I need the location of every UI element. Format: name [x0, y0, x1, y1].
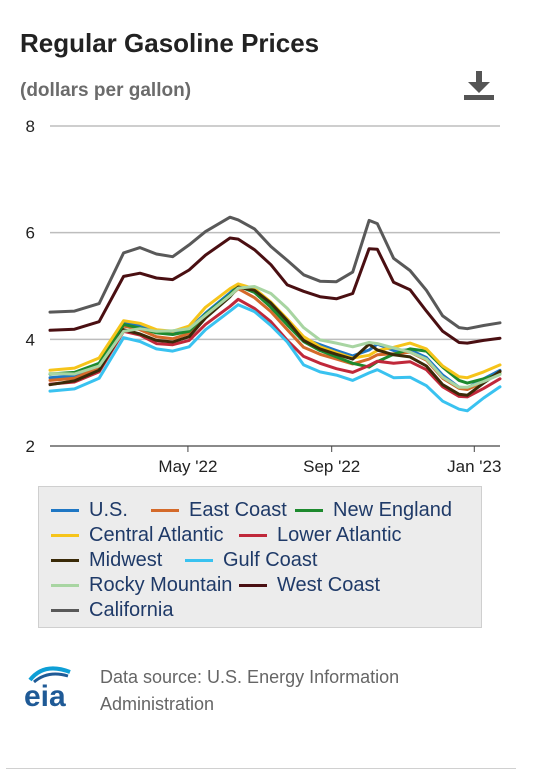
x-tick-label: Jan '23 — [447, 457, 501, 476]
legend-label: New England — [333, 498, 452, 521]
legend-label: Central Atlantic — [89, 523, 224, 546]
legend-label: U.S. — [89, 498, 128, 521]
chart-legend: U.S. East Coast New England Central Atlanti… — [38, 486, 482, 628]
legend-swatch — [51, 508, 79, 512]
legend-item-u-s[interactable]: U.S. — [51, 498, 128, 522]
series-line-central-atlantic — [48, 282, 502, 380]
legend-swatch — [239, 583, 267, 587]
legend-label: California — [89, 598, 174, 621]
legend-item-central-atlantic[interactable]: Central Atlantic — [51, 523, 224, 547]
legend-item-new-england[interactable]: New England — [295, 498, 452, 522]
series-line-rocky-mountain — [48, 285, 502, 389]
legend-swatch — [51, 608, 79, 612]
legend-item-gulf-coast[interactable]: Gulf Coast — [185, 548, 317, 572]
legend-swatch — [185, 558, 213, 562]
series-line-california — [48, 215, 502, 331]
legend-item-east-coast[interactable]: East Coast — [151, 498, 287, 522]
footer-divider — [6, 768, 516, 769]
line-chart: 8 6 4 2 May '22 Sep '22 Jan '23 — [26, 117, 502, 476]
legend-swatch — [239, 533, 267, 537]
legend-swatch — [51, 558, 79, 562]
legend-item-lower-atlantic[interactable]: Lower Atlantic — [239, 523, 402, 547]
legend-label: Lower Atlantic — [277, 523, 402, 546]
legend-label: Gulf Coast — [223, 548, 318, 571]
y-tick-label: 4 — [26, 330, 35, 349]
series-line-west-coast — [48, 236, 502, 345]
legend-swatch — [151, 508, 179, 512]
legend-label: Midwest — [89, 548, 163, 571]
download-icon[interactable] — [462, 70, 496, 102]
x-tick-label: Sep '22 — [303, 457, 360, 476]
legend-label: Rocky Mountain — [89, 573, 233, 596]
y-tick-label: 8 — [26, 117, 35, 136]
eia-logo: eia — [22, 660, 78, 713]
chart-subtitle: (dollars per gallon) — [20, 80, 192, 101]
y-tick-label: 2 — [26, 437, 35, 456]
legend-item-rocky-mountain[interactable]: Rocky Mountain — [51, 573, 232, 597]
series-line-gulf-coast — [48, 303, 502, 413]
x-tick-label: May '22 — [158, 457, 217, 476]
legend-item-midwest[interactable]: Midwest — [51, 548, 162, 572]
chart-title: Regular Gasoline Prices — [20, 28, 320, 58]
eia-logo-text: eia — [24, 680, 66, 710]
legend-label: West Coast — [277, 573, 380, 596]
data-source: Data source: U.S. Energy Information Adm… — [100, 667, 400, 714]
legend-item-california[interactable]: California — [51, 598, 173, 622]
legend-item-west-coast[interactable]: West Coast — [239, 573, 380, 597]
legend-label: East Coast — [189, 498, 287, 521]
legend-swatch — [295, 508, 323, 512]
legend-swatch — [51, 583, 79, 587]
series-line-lower-atlantic — [48, 297, 502, 399]
y-tick-label: 6 — [26, 224, 35, 243]
series-line-midwest — [48, 285, 502, 397]
legend-swatch — [51, 533, 79, 537]
